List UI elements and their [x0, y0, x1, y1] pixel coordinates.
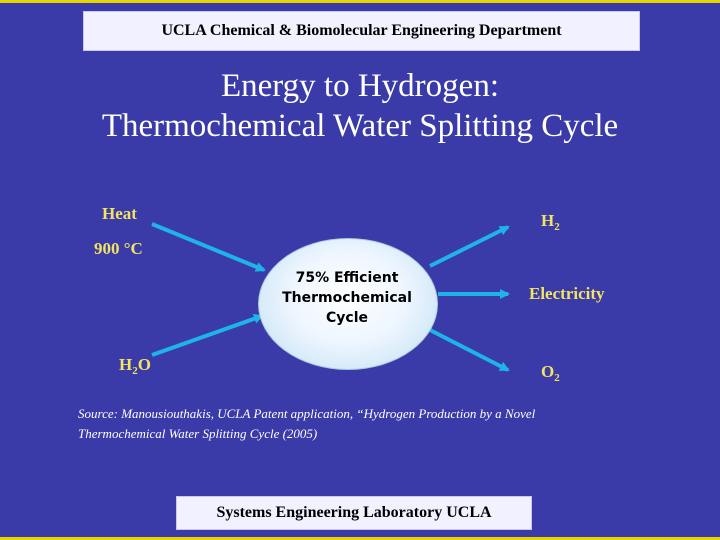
source-line-1: Source: Manousiouthakis, UCLA Patent app…	[78, 406, 536, 421]
temperature-label: 900 °C	[94, 239, 143, 258]
cycle-line-3: Cycle	[326, 310, 368, 326]
header-banner: UCLA Chemical & Biomolecular Engineering…	[83, 11, 640, 51]
cycle-line-2: Thermochemical	[282, 290, 412, 306]
source-citation: Source: Manousiouthakis, UCLA Patent app…	[78, 404, 678, 444]
cycle-line-1: 75% Efficient	[295, 270, 399, 286]
heat-label: Heat	[102, 204, 137, 223]
water-input-arrow	[151, 313, 264, 357]
lab-name: Systems Engineering Laboratory UCLA	[216, 504, 492, 521]
hydrogen-label: H2	[541, 211, 560, 233]
title-line-2: Thermochemical Water Splitting Cycle	[101, 108, 619, 144]
oxygen-label: O2	[541, 362, 560, 384]
cycle-label: 75% Efficient Thermochemical Cycle	[258, 268, 436, 328]
heat-input-arrow	[151, 222, 266, 272]
slide-title: Energy to Hydrogen: Thermochemical Water…	[0, 66, 720, 146]
source-line-2: Thermochemical Water Splitting Cycle (20…	[78, 426, 318, 441]
footer-banner: Systems Engineering Laboratory UCLA	[176, 496, 532, 530]
water-label: H2O	[119, 355, 151, 377]
cycle-ellipse	[258, 238, 438, 370]
title-line-1: Energy to Hydrogen:	[220, 68, 499, 104]
department-name: UCLA Chemical & Biomolecular Engineering…	[161, 22, 562, 39]
electricity-label: Electricity	[529, 284, 605, 303]
oxygen-output-arrow	[429, 328, 510, 372]
hydrogen-output-arrow	[429, 225, 510, 268]
